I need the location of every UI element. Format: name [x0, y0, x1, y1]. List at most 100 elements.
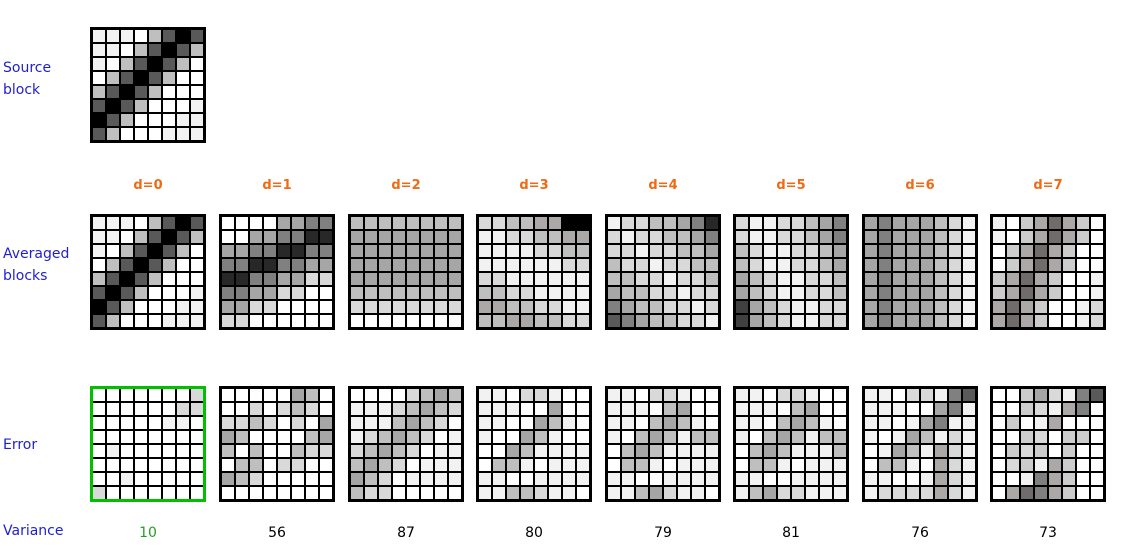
grid-cell [921, 245, 933, 257]
grid-cell [320, 403, 332, 415]
grid-cell [135, 100, 147, 112]
grid-cell [834, 217, 846, 229]
grid-cell [449, 287, 461, 299]
grid-cell [820, 487, 832, 499]
grid-cell [191, 389, 203, 401]
grid-cell [521, 459, 533, 471]
grid-cell [893, 245, 905, 257]
grid-cell [750, 273, 762, 285]
grid-cell [163, 487, 175, 499]
grid-cell [1049, 259, 1061, 271]
grid-cell [706, 487, 718, 499]
grid-cell [306, 287, 318, 299]
grid-cell [479, 301, 491, 313]
grid-cell [664, 287, 676, 299]
grid-cell [650, 315, 662, 327]
grid-cell [1077, 487, 1089, 499]
grid-cell [736, 217, 748, 229]
grid-cell [736, 417, 748, 429]
grid-cell [549, 217, 561, 229]
grid-cell [664, 459, 676, 471]
grid-cell [163, 217, 175, 229]
grid-cell [93, 273, 105, 285]
grid-cell [834, 231, 846, 243]
grid-cell [320, 445, 332, 457]
grid-cell [278, 389, 290, 401]
grid-cell [778, 259, 790, 271]
grid-cell [806, 417, 818, 429]
grid-cell [650, 301, 662, 313]
grid-cell [993, 273, 1005, 285]
grid-cell [736, 445, 748, 457]
grid-cell [521, 301, 533, 313]
grid-cell [507, 389, 519, 401]
grid-cell [479, 315, 491, 327]
grid-cell [806, 217, 818, 229]
grid-cell [650, 287, 662, 299]
grid-cell [563, 315, 575, 327]
grid-cell [107, 273, 119, 285]
grid-cell [1021, 459, 1033, 471]
grid-cell [379, 487, 391, 499]
grid-cell [935, 431, 947, 443]
grid-cell [93, 217, 105, 229]
grid-cell [264, 231, 276, 243]
grid-cell [191, 431, 203, 443]
grid-cell [435, 217, 447, 229]
grid-cell [750, 231, 762, 243]
grid-cell [320, 487, 332, 499]
grid-cell [577, 459, 589, 471]
grid-cell [678, 259, 690, 271]
grid-cell [493, 417, 505, 429]
grid-cell [493, 273, 505, 285]
grid-cell [963, 431, 975, 443]
grid-cell [250, 315, 262, 327]
grid-cell [521, 403, 533, 415]
grid-cell [1021, 273, 1033, 285]
grid-cell [407, 273, 419, 285]
grid-cell [563, 217, 575, 229]
grid-cell [1091, 273, 1103, 285]
grid-cell [806, 389, 818, 401]
grid-cell [435, 417, 447, 429]
grid-cell [177, 72, 189, 84]
grid-cell [320, 473, 332, 485]
grid-cell [177, 417, 189, 429]
grid-cell [636, 273, 648, 285]
grid-cell [879, 389, 891, 401]
grid-cell [963, 259, 975, 271]
grid-cell [577, 389, 589, 401]
grid-cell [692, 487, 704, 499]
grid-cell [222, 459, 234, 471]
grid-cell [636, 389, 648, 401]
grid-cell [135, 273, 147, 285]
grid-cell [865, 231, 877, 243]
grid-cell [1091, 417, 1103, 429]
grid-cell [320, 389, 332, 401]
grid-cell [264, 417, 276, 429]
grid-cell [764, 417, 776, 429]
grid-cell [449, 231, 461, 243]
grid-cell [1091, 217, 1103, 229]
grid-cell [222, 445, 234, 457]
grid-cell [177, 487, 189, 499]
grid-cell [351, 417, 363, 429]
grid-cell [449, 431, 461, 443]
grid-cell [963, 245, 975, 257]
grid-cell [1021, 487, 1033, 499]
grid-cell [407, 459, 419, 471]
averaged-block-grid [219, 214, 335, 330]
grid-cell [449, 245, 461, 257]
grid-cell [921, 273, 933, 285]
grid-cell [778, 301, 790, 313]
grid-cell [1035, 231, 1047, 243]
grid-cell [1077, 217, 1089, 229]
grid-cell [764, 459, 776, 471]
grid-cell [1077, 445, 1089, 457]
grid-cell [907, 245, 919, 257]
grid-cell [278, 287, 290, 299]
variance-value: 81 [782, 525, 800, 541]
grid-cell [421, 431, 433, 443]
grid-cell [778, 287, 790, 299]
grid-cell [250, 473, 262, 485]
